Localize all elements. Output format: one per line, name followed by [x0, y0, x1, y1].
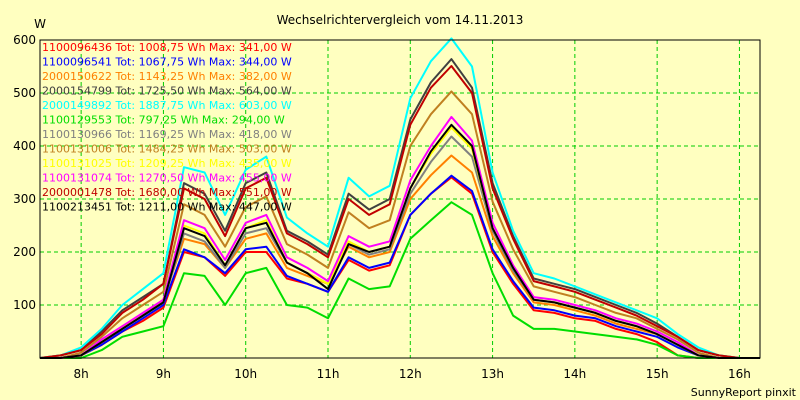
legend-entry-5: 1100129553 Tot: 797,25 Wh Max: 294,00 W — [42, 114, 285, 127]
legend: 1100096436 Tot: 1008,75 Wh Max: 341,00 W… — [42, 41, 292, 214]
x-tick-label: 14h — [563, 367, 586, 381]
y-axis-unit: W — [34, 17, 46, 31]
x-tick-label: 11h — [317, 367, 340, 381]
series-line-10 — [39, 65, 760, 359]
chart-title: Wechselrichtervergleich vom 14.11.2013 — [277, 13, 524, 27]
series-lines — [39, 37, 760, 359]
series-line-1 — [40, 174, 760, 359]
series-line-11 — [40, 123, 760, 359]
y-tick-label: 400 — [13, 139, 36, 153]
legend-entry-7: 1100131006 Tot: 1484,25 Wh Max: 503,00 W — [42, 143, 292, 156]
y-tick-label: 300 — [13, 192, 36, 206]
y-tick-label: 600 — [13, 33, 36, 47]
legend-entry-8: 1100131025 Tot: 1209,25 Wh Max: 435,00 W — [42, 157, 292, 170]
x-tick-label: 8h — [74, 367, 89, 381]
y-tick-label: 200 — [13, 245, 36, 259]
legend-entry-3: 2000154799 Tot: 1725,50 Wh Max: 564,00 W — [42, 85, 292, 98]
series-line-5 — [40, 201, 760, 359]
footer-credit: SunnyReport pinxit — [691, 386, 797, 399]
y-tick-label: 500 — [13, 86, 36, 100]
x-tick-label: 13h — [481, 367, 504, 381]
series-line-4 — [39, 37, 760, 359]
x-tick-label: 9h — [156, 367, 171, 381]
legend-entry-6: 1100130966 Tot: 1169,25 Wh Max: 418,00 W — [42, 128, 292, 141]
x-tick-label: 16h — [728, 367, 751, 381]
legend-entry-2: 2000150622 Tot: 1143,25 Wh Max: 382,00 W — [42, 70, 292, 83]
axis-ticks: 8h 9h 10h 11h 12h 13h 14h 15h 16h 100 200 300 400 500… — [13, 33, 751, 381]
series-line-9 — [40, 115, 760, 359]
y-tick-label: 100 — [13, 298, 36, 312]
x-tick-label: 10h — [234, 367, 257, 381]
legend-entry-1: 1100096541 Tot: 1067,75 Wh Max: 344,00 W — [42, 56, 292, 69]
legend-entry-0: 1100096436 Tot: 1008,75 Wh Max: 341,00 W — [42, 41, 292, 54]
legend-entry-10: 2000001478 Tot: 1680,00 Wh Max: 551,00 W — [42, 186, 292, 199]
legend-entry-11: 1100213451 Tot: 1211,00 Wh Max: 447,00 W — [42, 201, 292, 214]
x-tick-label: 12h — [399, 367, 422, 381]
legend-entry-9: 1100131074 Tot: 1270,50 Wh Max: 455,00 W — [42, 172, 292, 185]
legend-entry-4: 2000149892 Tot: 1887,75 Wh Max: 603,00 W — [42, 99, 292, 112]
series-line-7 — [40, 90, 760, 359]
x-tick-label: 15h — [646, 367, 669, 381]
plot-frame — [39, 39, 761, 359]
